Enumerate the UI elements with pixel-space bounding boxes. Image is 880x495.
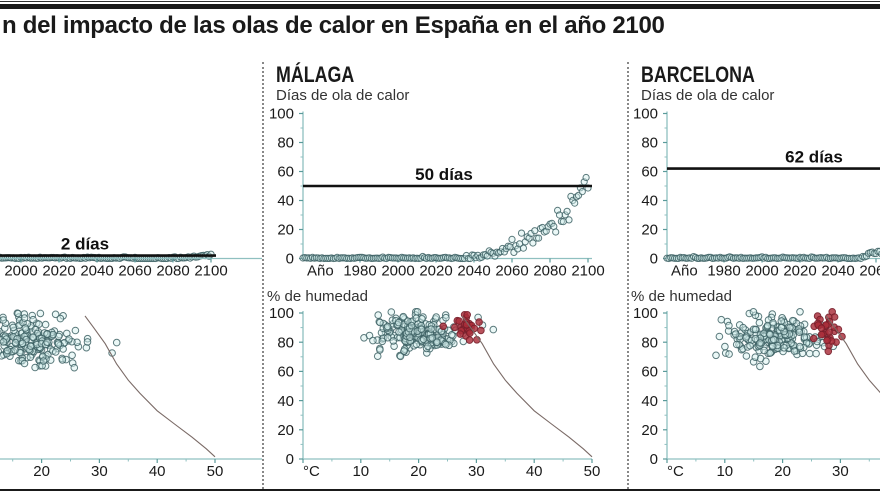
svg-text:0: 0 (650, 251, 658, 268)
svg-text:1980: 1980 (707, 263, 740, 280)
svg-text:2080: 2080 (156, 263, 189, 280)
svg-text:10: 10 (716, 463, 733, 480)
svg-text:50: 50 (584, 463, 601, 480)
svg-text:60: 60 (277, 164, 294, 181)
svg-text:30: 30 (91, 463, 108, 480)
svg-text:40: 40 (526, 463, 543, 480)
svg-text:30: 30 (468, 463, 485, 480)
svg-text:100: 100 (633, 305, 658, 322)
svg-text:20: 20 (410, 463, 427, 480)
svg-text:10: 10 (352, 463, 369, 480)
svg-text:2020: 2020 (42, 263, 75, 280)
svg-text:2 días: 2 días (61, 235, 109, 254)
svg-text:20: 20 (277, 222, 294, 239)
svg-text:2040: 2040 (821, 263, 854, 280)
svg-text:80: 80 (277, 334, 294, 351)
svg-text:40: 40 (277, 393, 294, 410)
svg-text:% de humedad: % de humedad (631, 288, 732, 305)
svg-text:20: 20 (33, 463, 50, 480)
svg-text:2060: 2060 (495, 263, 528, 280)
svg-text:1980: 1980 (343, 263, 376, 280)
svg-text:20: 20 (641, 222, 658, 239)
svg-text:60: 60 (277, 364, 294, 381)
svg-text:Año: Año (307, 263, 334, 280)
svg-text:2000: 2000 (381, 263, 414, 280)
svg-text:2080: 2080 (533, 263, 566, 280)
svg-text:2020: 2020 (783, 263, 816, 280)
svg-text:°C: °C (667, 463, 684, 480)
svg-text:2000: 2000 (4, 263, 37, 280)
svg-text:62 días: 62 días (785, 148, 843, 167)
svg-text:30: 30 (832, 463, 849, 480)
svg-text:80: 80 (277, 135, 294, 152)
svg-text:40: 40 (149, 463, 166, 480)
svg-text:20: 20 (774, 463, 791, 480)
svg-text:60: 60 (641, 364, 658, 381)
svg-text:Año: Año (671, 263, 698, 280)
svg-text:100: 100 (633, 106, 658, 123)
svg-text:2040: 2040 (80, 263, 113, 280)
svg-text:100: 100 (269, 106, 294, 123)
svg-text:80: 80 (641, 135, 658, 152)
svg-text:2060: 2060 (859, 263, 880, 280)
svg-text:100: 100 (269, 305, 294, 322)
svg-text:2100: 2100 (571, 263, 604, 280)
svg-text:0: 0 (286, 251, 294, 268)
svg-text:20: 20 (641, 422, 658, 439)
svg-text:2060: 2060 (118, 263, 151, 280)
svg-text:80: 80 (641, 334, 658, 351)
svg-text:40: 40 (641, 193, 658, 210)
svg-text:20: 20 (277, 422, 294, 439)
svg-text:60: 60 (641, 164, 658, 181)
svg-text:°C: °C (303, 463, 320, 480)
svg-text:40: 40 (277, 193, 294, 210)
svg-text:2000: 2000 (745, 263, 778, 280)
svg-text:2040: 2040 (457, 263, 490, 280)
svg-text:50: 50 (207, 463, 224, 480)
svg-text:2020: 2020 (419, 263, 452, 280)
svg-text:40: 40 (641, 393, 658, 410)
svg-text:2100: 2100 (194, 263, 227, 280)
svg-text:0: 0 (286, 451, 294, 468)
svg-text:50 días: 50 días (415, 165, 473, 184)
svg-text:0: 0 (650, 451, 658, 468)
svg-text:% de humedad: % de humedad (267, 288, 368, 305)
